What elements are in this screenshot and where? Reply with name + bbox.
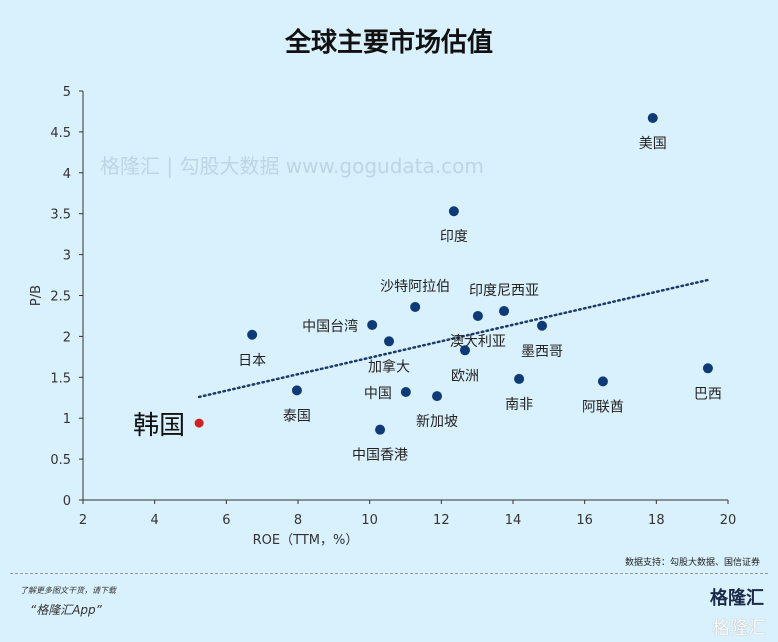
y-tick-label: 4 — [63, 167, 71, 182]
data-point — [367, 319, 378, 330]
x-tick-label: 6 — [222, 513, 230, 528]
x-tick-label: 18 — [648, 513, 665, 528]
data-label: 中国 — [364, 386, 392, 402]
y-tick-label: 3.5 — [50, 208, 71, 223]
data-label: 日本 — [238, 353, 266, 369]
data-point — [375, 424, 386, 435]
trendline — [197, 278, 710, 399]
data-label: 美国 — [639, 136, 667, 152]
promo-app: “格隆汇App” — [30, 603, 102, 617]
x-tick-label: 2 — [79, 513, 87, 528]
x-tick-label: 16 — [576, 513, 593, 528]
data-source: 数据支持：勾股大数据、国信证券 — [624, 558, 760, 568]
x-axis-label: ROE（TTM，%） — [253, 533, 359, 548]
data-point — [448, 206, 459, 217]
x-tick-label: 20 — [720, 513, 737, 528]
scatter-chart: 2 4 6 8 10 12 14 16 18 20 0 0.5 1 1.5 2 2.5 3 3.5 4 4.5 5 ROE… — [29, 85, 737, 548]
data-point — [247, 329, 258, 340]
x-tick-label: 12 — [433, 513, 450, 528]
data-label: 印度 — [440, 229, 468, 245]
brand-logo: 格隆汇 — [710, 588, 764, 609]
data-label: 欧洲 — [451, 368, 479, 384]
data-point — [410, 301, 421, 312]
watermark: 格隆汇 | 勾股大数据 www.gogudata.com — [100, 154, 484, 178]
data-point — [291, 385, 302, 396]
data-label: 墨西哥 — [521, 344, 563, 360]
data-label: 中国香港 — [352, 448, 408, 464]
x-tick-label: 14 — [505, 513, 522, 528]
y-tick-label: 0.5 — [50, 453, 71, 468]
data-label: 阿联酋 — [582, 398, 624, 415]
y-tick-label: 5 — [63, 85, 71, 100]
data-point — [537, 320, 548, 331]
x-tick-label: 8 — [294, 513, 302, 528]
data-point — [499, 306, 510, 317]
data-label: 印度尼西亚 — [469, 283, 539, 299]
data-point — [432, 391, 443, 402]
data-label: 加拿大 — [368, 358, 410, 375]
x-tick-label: 4 — [151, 513, 159, 528]
data-point — [459, 345, 470, 356]
y-tick-label: 3 — [63, 249, 71, 264]
promo-text: 了解更多图文干货，请下载 — [20, 586, 116, 595]
data-point — [514, 373, 525, 384]
data-label: 南非 — [505, 397, 533, 413]
data-point — [597, 376, 608, 387]
data-label: 新加坡 — [416, 414, 458, 430]
y-tick-label: 0 — [63, 494, 71, 509]
y-tick-label: 4.5 — [50, 126, 71, 141]
data-label: 澳大利亚 — [450, 334, 506, 350]
data-label: 沙特阿拉伯 — [380, 279, 450, 295]
data-point — [194, 418, 204, 428]
y-tick-label: 1 — [63, 412, 71, 427]
data-label: 中国台湾 — [302, 318, 358, 335]
brand-watermark-logo: 格隆汇 — [712, 618, 766, 639]
data-point — [702, 363, 713, 374]
data-point — [472, 310, 483, 321]
data-point — [647, 112, 658, 123]
data-label: 巴西 — [694, 386, 722, 402]
y-tick-label: 2.5 — [50, 290, 71, 305]
data-point — [384, 336, 395, 347]
x-tick-label: 10 — [361, 513, 378, 528]
y-axis-label: P/B — [29, 285, 44, 306]
data-point — [400, 387, 411, 398]
y-tick-label: 2 — [63, 330, 71, 345]
y-tick-label: 1.5 — [50, 371, 71, 386]
chart-title: 全球主要市场估值 — [284, 28, 493, 58]
divider — [10, 573, 768, 574]
data-label: 韩国 — [133, 411, 185, 441]
data-label: 泰国 — [283, 408, 311, 424]
